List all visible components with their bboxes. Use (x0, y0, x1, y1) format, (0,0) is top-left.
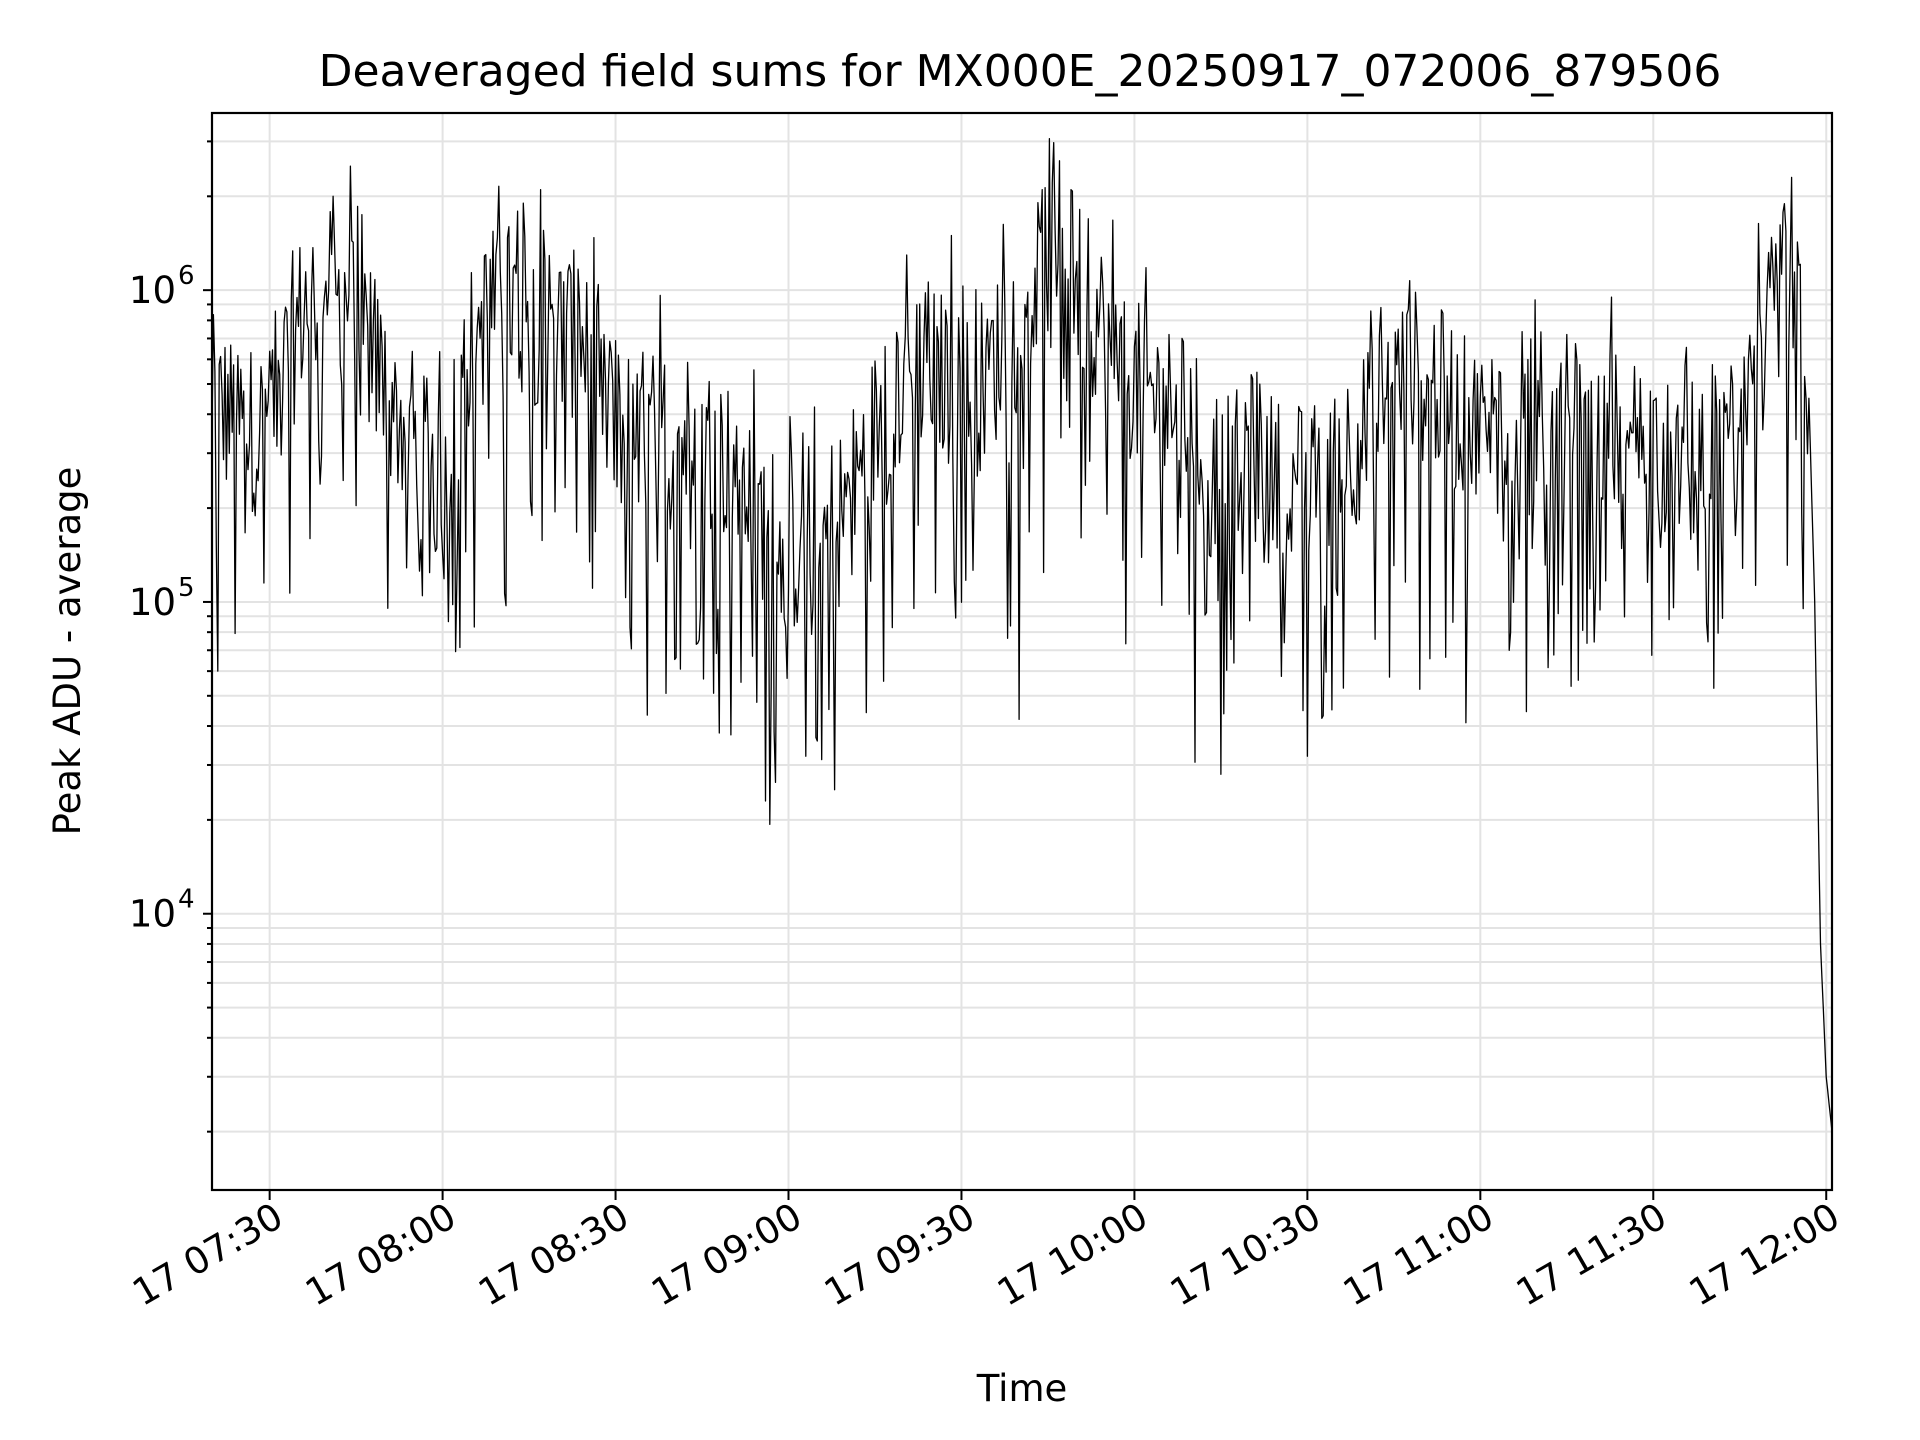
grid-layer (212, 113, 1832, 1190)
chart-title: Deaveraged field sums for MX000E_2025091… (319, 46, 1722, 97)
plot-frame (210, 111, 1834, 1192)
y-tick-exponent: 6 (178, 261, 195, 291)
x-tick-label: 17 10:30 (1163, 1195, 1328, 1315)
y-axis-label: Peak ADU - average (46, 467, 89, 836)
series-line (211, 138, 1833, 1132)
x-tick-label: 17 12:00 (1682, 1195, 1847, 1315)
y-tick-label: 10 (129, 893, 176, 936)
x-tick-label: 17 08:30 (471, 1195, 636, 1315)
x-tick-label: 17 11:30 (1509, 1195, 1674, 1315)
y-tick-label: 10 (129, 269, 176, 312)
series-layer (211, 138, 1833, 1132)
x-axis-label: Time (976, 1367, 1068, 1410)
y-tick-base: 10 (129, 269, 176, 312)
x-tick-label: 17 09:30 (817, 1195, 982, 1315)
y-tick-base: 10 (129, 581, 176, 624)
x-tick-label: 17 11:00 (1336, 1195, 1501, 1315)
y-tick-exponent: 5 (178, 573, 195, 603)
x-tick-label: 17 07:30 (125, 1195, 290, 1315)
x-tick-label: 17 09:00 (644, 1195, 809, 1315)
y-tick-base: 10 (129, 893, 176, 936)
tick-layer: 17 07:30 17 08:00 17 08:30 17 09:00 17 09:30… (125, 140, 1847, 1315)
x-tick-label: 17 08:00 (298, 1195, 463, 1315)
y-tick-label: 10 (129, 581, 176, 624)
x-tick-label: 17 10:00 (990, 1195, 1155, 1315)
y-tick-exponent: 4 (178, 885, 195, 915)
